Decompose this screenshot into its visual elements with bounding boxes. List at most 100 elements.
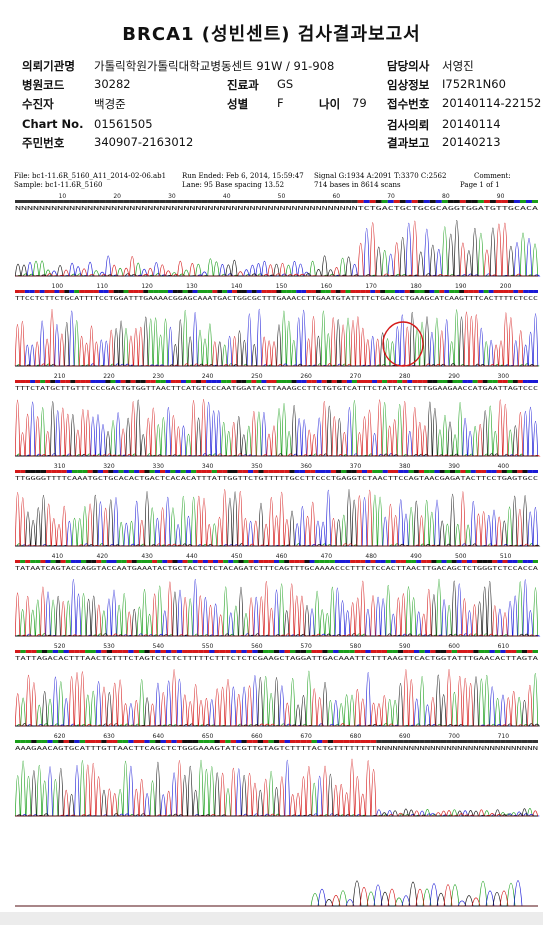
quality-mark xyxy=(232,470,238,473)
tick-label: 210 xyxy=(54,373,66,380)
quality-mark xyxy=(217,290,223,293)
quality-mark xyxy=(31,650,37,653)
quality-mark xyxy=(192,740,199,743)
quality-mark xyxy=(533,290,538,293)
quality-mark xyxy=(255,200,262,203)
quality-mark xyxy=(82,470,88,473)
quality-mark xyxy=(122,650,129,653)
quality-mark xyxy=(357,200,364,203)
quality-mark xyxy=(261,200,268,203)
quality-mark xyxy=(494,650,501,653)
quality-mark xyxy=(187,290,193,293)
quality-mark xyxy=(419,290,425,293)
quality-mark xyxy=(370,560,376,563)
quality-mark xyxy=(271,380,277,383)
quality-mark xyxy=(403,740,409,743)
quality-mark xyxy=(338,650,344,653)
quality-mark xyxy=(400,560,406,563)
quality-mark xyxy=(105,200,112,203)
quality-mark xyxy=(276,380,282,383)
quality-mark xyxy=(527,560,533,563)
quality-mark xyxy=(60,380,66,383)
quality-mark xyxy=(281,380,287,383)
quality-mark xyxy=(412,380,418,383)
trace-signal-text: Signal G:1934 A:2091 T:3370 C:2562 xyxy=(314,172,447,180)
quality-mark xyxy=(197,290,203,293)
quality-mark xyxy=(79,740,86,743)
quality-mark xyxy=(163,290,168,293)
quality-mark xyxy=(483,290,489,293)
tick-label: 390 xyxy=(448,463,460,470)
quality-mark xyxy=(284,740,290,743)
tick-label: 590 xyxy=(399,643,411,650)
quality-mark xyxy=(74,650,80,653)
quality-mark xyxy=(284,650,290,653)
quality-mark xyxy=(314,560,320,563)
result-label: 결과보고 xyxy=(387,136,430,150)
quality-mark xyxy=(126,560,132,563)
tick-label: 310 xyxy=(54,463,66,470)
quality-mark xyxy=(511,740,517,743)
quality-mark xyxy=(424,470,430,473)
quality-mark xyxy=(435,200,442,203)
quality-mark xyxy=(144,470,150,473)
trace-row xyxy=(15,880,538,907)
quality-mark xyxy=(377,380,383,383)
quality-mark xyxy=(276,290,282,293)
tick-label: 400 xyxy=(498,463,510,470)
tick-label: 360 xyxy=(300,463,312,470)
quality-mark xyxy=(57,200,64,203)
quality-mark xyxy=(484,650,490,653)
tick-label: 440 xyxy=(186,553,198,560)
quality-mark xyxy=(191,470,197,473)
quality-mark xyxy=(447,200,454,203)
quality-mark xyxy=(439,470,445,473)
quality-mark xyxy=(482,560,488,563)
tick-label: 220 xyxy=(103,373,115,380)
quality-mark xyxy=(502,380,508,383)
quality-mark xyxy=(237,470,243,473)
quality-mark xyxy=(71,470,78,473)
quality-mark xyxy=(90,740,96,743)
tick-label: 520 xyxy=(54,643,66,650)
quality-mark xyxy=(471,560,478,563)
quality-mark xyxy=(117,740,123,743)
age-value: 79 xyxy=(352,96,367,110)
quality-mark xyxy=(381,650,388,653)
quality-mark xyxy=(93,200,100,203)
quality-mark xyxy=(382,470,388,473)
quality-mark xyxy=(251,290,257,293)
quality-mark xyxy=(424,290,430,293)
quality-mark xyxy=(202,560,208,563)
quality-mark xyxy=(296,290,302,293)
hospital-code-label: 병원코드 xyxy=(22,78,65,92)
tick-label: 460 xyxy=(276,553,288,560)
quality-mark xyxy=(35,470,41,473)
quality-mark xyxy=(385,290,390,293)
quality-mark xyxy=(468,290,474,293)
quality-mark xyxy=(501,200,508,203)
quality-mark xyxy=(165,200,172,203)
trace-line-G xyxy=(14,220,538,277)
quality-mark xyxy=(486,470,492,473)
trace-line-T xyxy=(14,669,538,727)
quality-mark xyxy=(393,470,399,473)
quality-mark xyxy=(155,380,161,383)
quality-mark xyxy=(441,560,447,563)
quality-mark xyxy=(231,380,237,383)
quality-mark xyxy=(345,290,351,293)
quality-mark xyxy=(341,470,347,473)
quality-mark xyxy=(138,290,144,293)
quality-mark xyxy=(182,290,188,293)
quality-mark xyxy=(158,290,164,293)
quality-mark xyxy=(40,470,47,473)
quality-mark xyxy=(256,290,262,293)
quality-mark xyxy=(201,200,208,203)
quality-mark xyxy=(246,740,253,743)
quality-mark xyxy=(266,380,272,383)
quality-mark xyxy=(15,200,22,203)
quality-mark xyxy=(222,470,228,473)
quality-mark xyxy=(351,200,358,203)
quality-mark xyxy=(471,200,478,203)
tick-label: 480 xyxy=(365,553,377,560)
